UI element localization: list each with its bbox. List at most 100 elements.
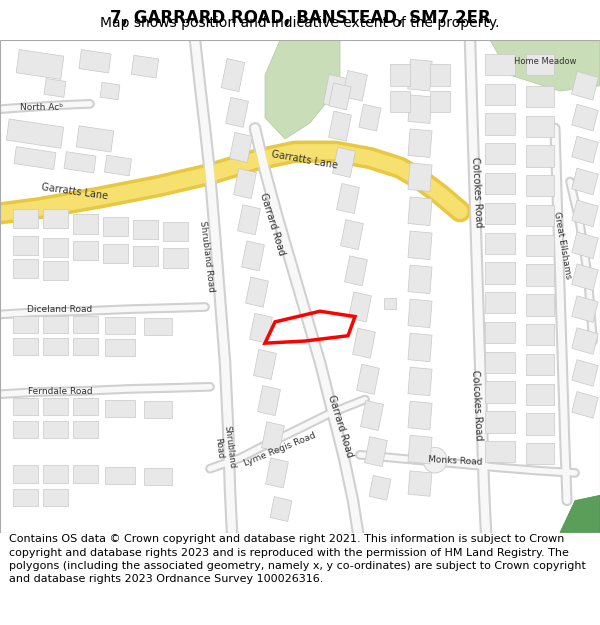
Bar: [341, 219, 364, 249]
Bar: [408, 197, 432, 226]
Bar: [144, 318, 172, 334]
Bar: [73, 421, 97, 438]
Bar: [408, 367, 432, 396]
Text: North Acᵇ: North Acᵇ: [20, 102, 64, 111]
Bar: [73, 466, 97, 482]
Bar: [526, 234, 554, 256]
Bar: [485, 411, 515, 432]
Bar: [144, 401, 172, 418]
Bar: [105, 339, 135, 356]
Bar: [526, 443, 554, 464]
Bar: [390, 64, 410, 86]
Bar: [572, 359, 598, 386]
Bar: [13, 259, 37, 278]
Bar: [76, 126, 114, 152]
Bar: [43, 316, 67, 332]
Bar: [430, 91, 450, 112]
Bar: [250, 313, 272, 343]
Bar: [390, 91, 410, 112]
Bar: [254, 349, 277, 379]
Bar: [356, 364, 379, 394]
Bar: [485, 381, 515, 402]
Bar: [43, 261, 67, 281]
Bar: [408, 163, 432, 191]
Bar: [361, 401, 383, 431]
Bar: [526, 205, 554, 226]
Bar: [131, 55, 158, 78]
Bar: [572, 328, 598, 354]
Bar: [79, 49, 111, 73]
Bar: [245, 277, 268, 307]
Bar: [100, 82, 120, 100]
Bar: [408, 333, 432, 362]
Bar: [526, 354, 554, 375]
Bar: [408, 265, 432, 294]
Text: 7, GARRARD ROAD, BANSTEAD, SM7 2ER: 7, GARRARD ROAD, BANSTEAD, SM7 2ER: [110, 9, 490, 27]
Text: Colcokes Road: Colcokes Road: [470, 369, 484, 441]
Bar: [369, 476, 391, 500]
Bar: [329, 111, 352, 141]
Bar: [238, 205, 260, 235]
Bar: [343, 71, 367, 101]
Text: Shrubland
Road: Shrubland Road: [212, 425, 236, 470]
Bar: [572, 104, 598, 131]
Bar: [384, 299, 396, 309]
Bar: [485, 352, 515, 373]
Bar: [572, 264, 598, 291]
Bar: [408, 95, 432, 123]
Bar: [226, 98, 248, 128]
Bar: [7, 119, 64, 148]
Bar: [73, 338, 97, 355]
Bar: [572, 232, 598, 259]
Bar: [43, 209, 67, 228]
Bar: [144, 468, 172, 484]
Text: Garrard Road: Garrard Road: [258, 191, 286, 257]
Bar: [329, 83, 351, 110]
Bar: [323, 74, 347, 108]
Polygon shape: [560, 495, 600, 532]
Bar: [13, 236, 37, 255]
Bar: [526, 294, 554, 316]
Text: Shrubland Road: Shrubland Road: [198, 220, 216, 292]
Bar: [133, 246, 157, 266]
Text: Contains OS data © Crown copyright and database right 2021. This information is : Contains OS data © Crown copyright and d…: [9, 534, 586, 584]
Bar: [526, 175, 554, 196]
Text: Great Ellshams: Great Ellshams: [551, 211, 572, 279]
Bar: [233, 169, 256, 199]
Bar: [105, 399, 135, 416]
Bar: [43, 466, 67, 482]
Bar: [485, 441, 515, 462]
Bar: [353, 328, 376, 358]
Text: Map shows position and indicative extent of the property.: Map shows position and indicative extent…: [100, 16, 500, 30]
Text: Garratts Lane: Garratts Lane: [41, 182, 109, 202]
Bar: [526, 264, 554, 286]
Bar: [485, 113, 515, 134]
Bar: [572, 168, 598, 195]
Bar: [485, 173, 515, 194]
Bar: [408, 435, 432, 464]
Bar: [13, 316, 37, 332]
Bar: [526, 145, 554, 167]
Bar: [43, 238, 67, 257]
Text: Colcokes Road: Colcokes Road: [470, 157, 484, 228]
Bar: [408, 299, 432, 328]
Bar: [485, 84, 515, 105]
Polygon shape: [265, 40, 340, 139]
Bar: [163, 249, 187, 268]
Bar: [408, 129, 432, 158]
Bar: [572, 71, 598, 100]
Text: Ferndale Road: Ferndale Road: [28, 386, 92, 396]
Bar: [526, 54, 554, 75]
Bar: [485, 54, 515, 75]
Bar: [408, 401, 432, 430]
Bar: [73, 399, 97, 416]
Bar: [13, 489, 37, 506]
Bar: [526, 324, 554, 345]
Bar: [526, 86, 554, 107]
Bar: [43, 399, 67, 416]
Text: Garratts Lane: Garratts Lane: [271, 149, 339, 171]
Bar: [16, 49, 64, 79]
Bar: [221, 59, 245, 92]
Bar: [43, 421, 67, 438]
Bar: [572, 391, 598, 418]
